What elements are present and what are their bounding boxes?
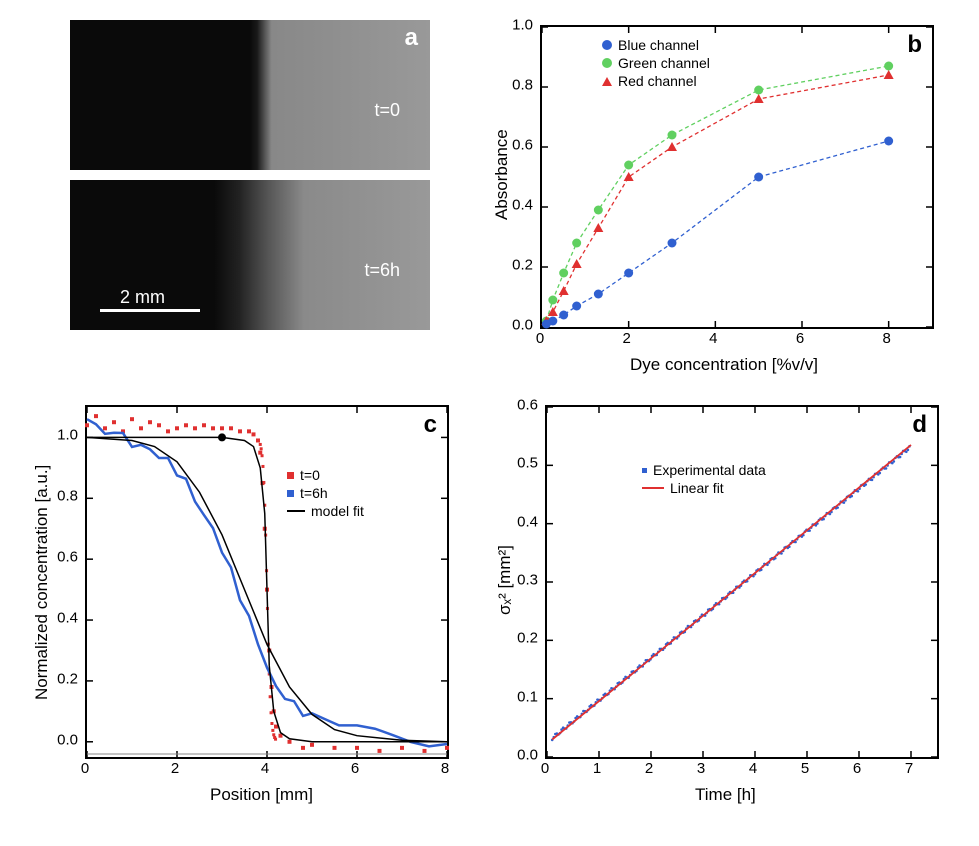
panel-c-ylabel: Normalized concentration [a.u.] — [32, 465, 52, 700]
line-icon — [287, 510, 305, 512]
legend-c-blue: t=6h — [287, 485, 364, 501]
panel-c-legend: t=0 t=6h model fit — [287, 467, 364, 521]
legend-blue: Blue channel — [602, 37, 710, 53]
legend-c-model-label: model fit — [311, 503, 364, 519]
legend-c-red: t=0 — [287, 467, 364, 483]
legend-d-fit: Linear fit — [642, 480, 766, 496]
dot-icon — [642, 468, 647, 473]
panel-b-svg — [542, 27, 932, 327]
panel-d-legend: Experimental data Linear fit — [642, 462, 766, 498]
scale-bar — [100, 309, 200, 312]
panel-d-ylabel: σₓ² [mm²] — [495, 545, 515, 615]
panel-c-label: c — [424, 411, 437, 439]
circle-icon — [602, 40, 612, 50]
image-t6h: t=6h 2 mm — [70, 180, 430, 330]
legend-c-blue-label: t=6h — [300, 485, 328, 501]
panel-c-svg — [87, 407, 447, 757]
circle-icon — [602, 58, 612, 68]
panel-a-label: a — [405, 24, 418, 52]
panel-d-label: d — [912, 411, 927, 439]
figure-grid: a t=0 t=6h 2 mm b Blue channel Green cha… — [0, 0, 979, 840]
legend-green-label: Green channel — [618, 55, 710, 71]
panel-d-plot: d Experimental data Linear fit — [545, 405, 939, 759]
legend-d-fit-label: Linear fit — [670, 480, 724, 496]
line-icon — [642, 487, 664, 489]
panel-c: c t=0 t=6h model fit 02468 0.00.20.40.60… — [10, 390, 470, 830]
image-t6h-text: t=6h — [364, 260, 400, 281]
legend-d-exp: Experimental data — [642, 462, 766, 478]
legend-c-model: model fit — [287, 503, 364, 519]
panel-a: a t=0 t=6h 2 mm — [10, 10, 470, 390]
legend-d-exp-label: Experimental data — [653, 462, 766, 478]
square-icon — [287, 472, 294, 479]
panel-b-label: b — [907, 31, 922, 59]
panel-b-plot: b Blue channel Green channel Red channel — [540, 25, 934, 329]
legend-c-red-label: t=0 — [300, 467, 320, 483]
panel-b-ylabel: Absorbance — [492, 129, 512, 220]
panel-d: d Experimental data Linear fit 01234567 … — [470, 390, 960, 830]
image-t0: a t=0 — [70, 20, 430, 170]
panel-c-plot: c t=0 t=6h model fit — [85, 405, 449, 759]
legend-red: Red channel — [602, 73, 710, 89]
panel-b: b Blue channel Green channel Red channel… — [470, 10, 960, 390]
panel-b-legend: Blue channel Green channel Red channel — [602, 37, 710, 91]
panel-d-svg — [547, 407, 937, 757]
triangle-icon — [602, 77, 612, 86]
panel-c-xlabel: Position [mm] — [210, 785, 313, 805]
square-icon — [287, 490, 294, 497]
image-t0-text: t=0 — [374, 100, 400, 121]
legend-blue-label: Blue channel — [618, 37, 699, 53]
legend-red-label: Red channel — [618, 73, 697, 89]
panel-d-xlabel: Time [h] — [695, 785, 756, 805]
legend-green: Green channel — [602, 55, 710, 71]
scale-bar-text: 2 mm — [120, 287, 165, 308]
panel-b-xlabel: Dye concentration [%v/v] — [630, 355, 818, 375]
